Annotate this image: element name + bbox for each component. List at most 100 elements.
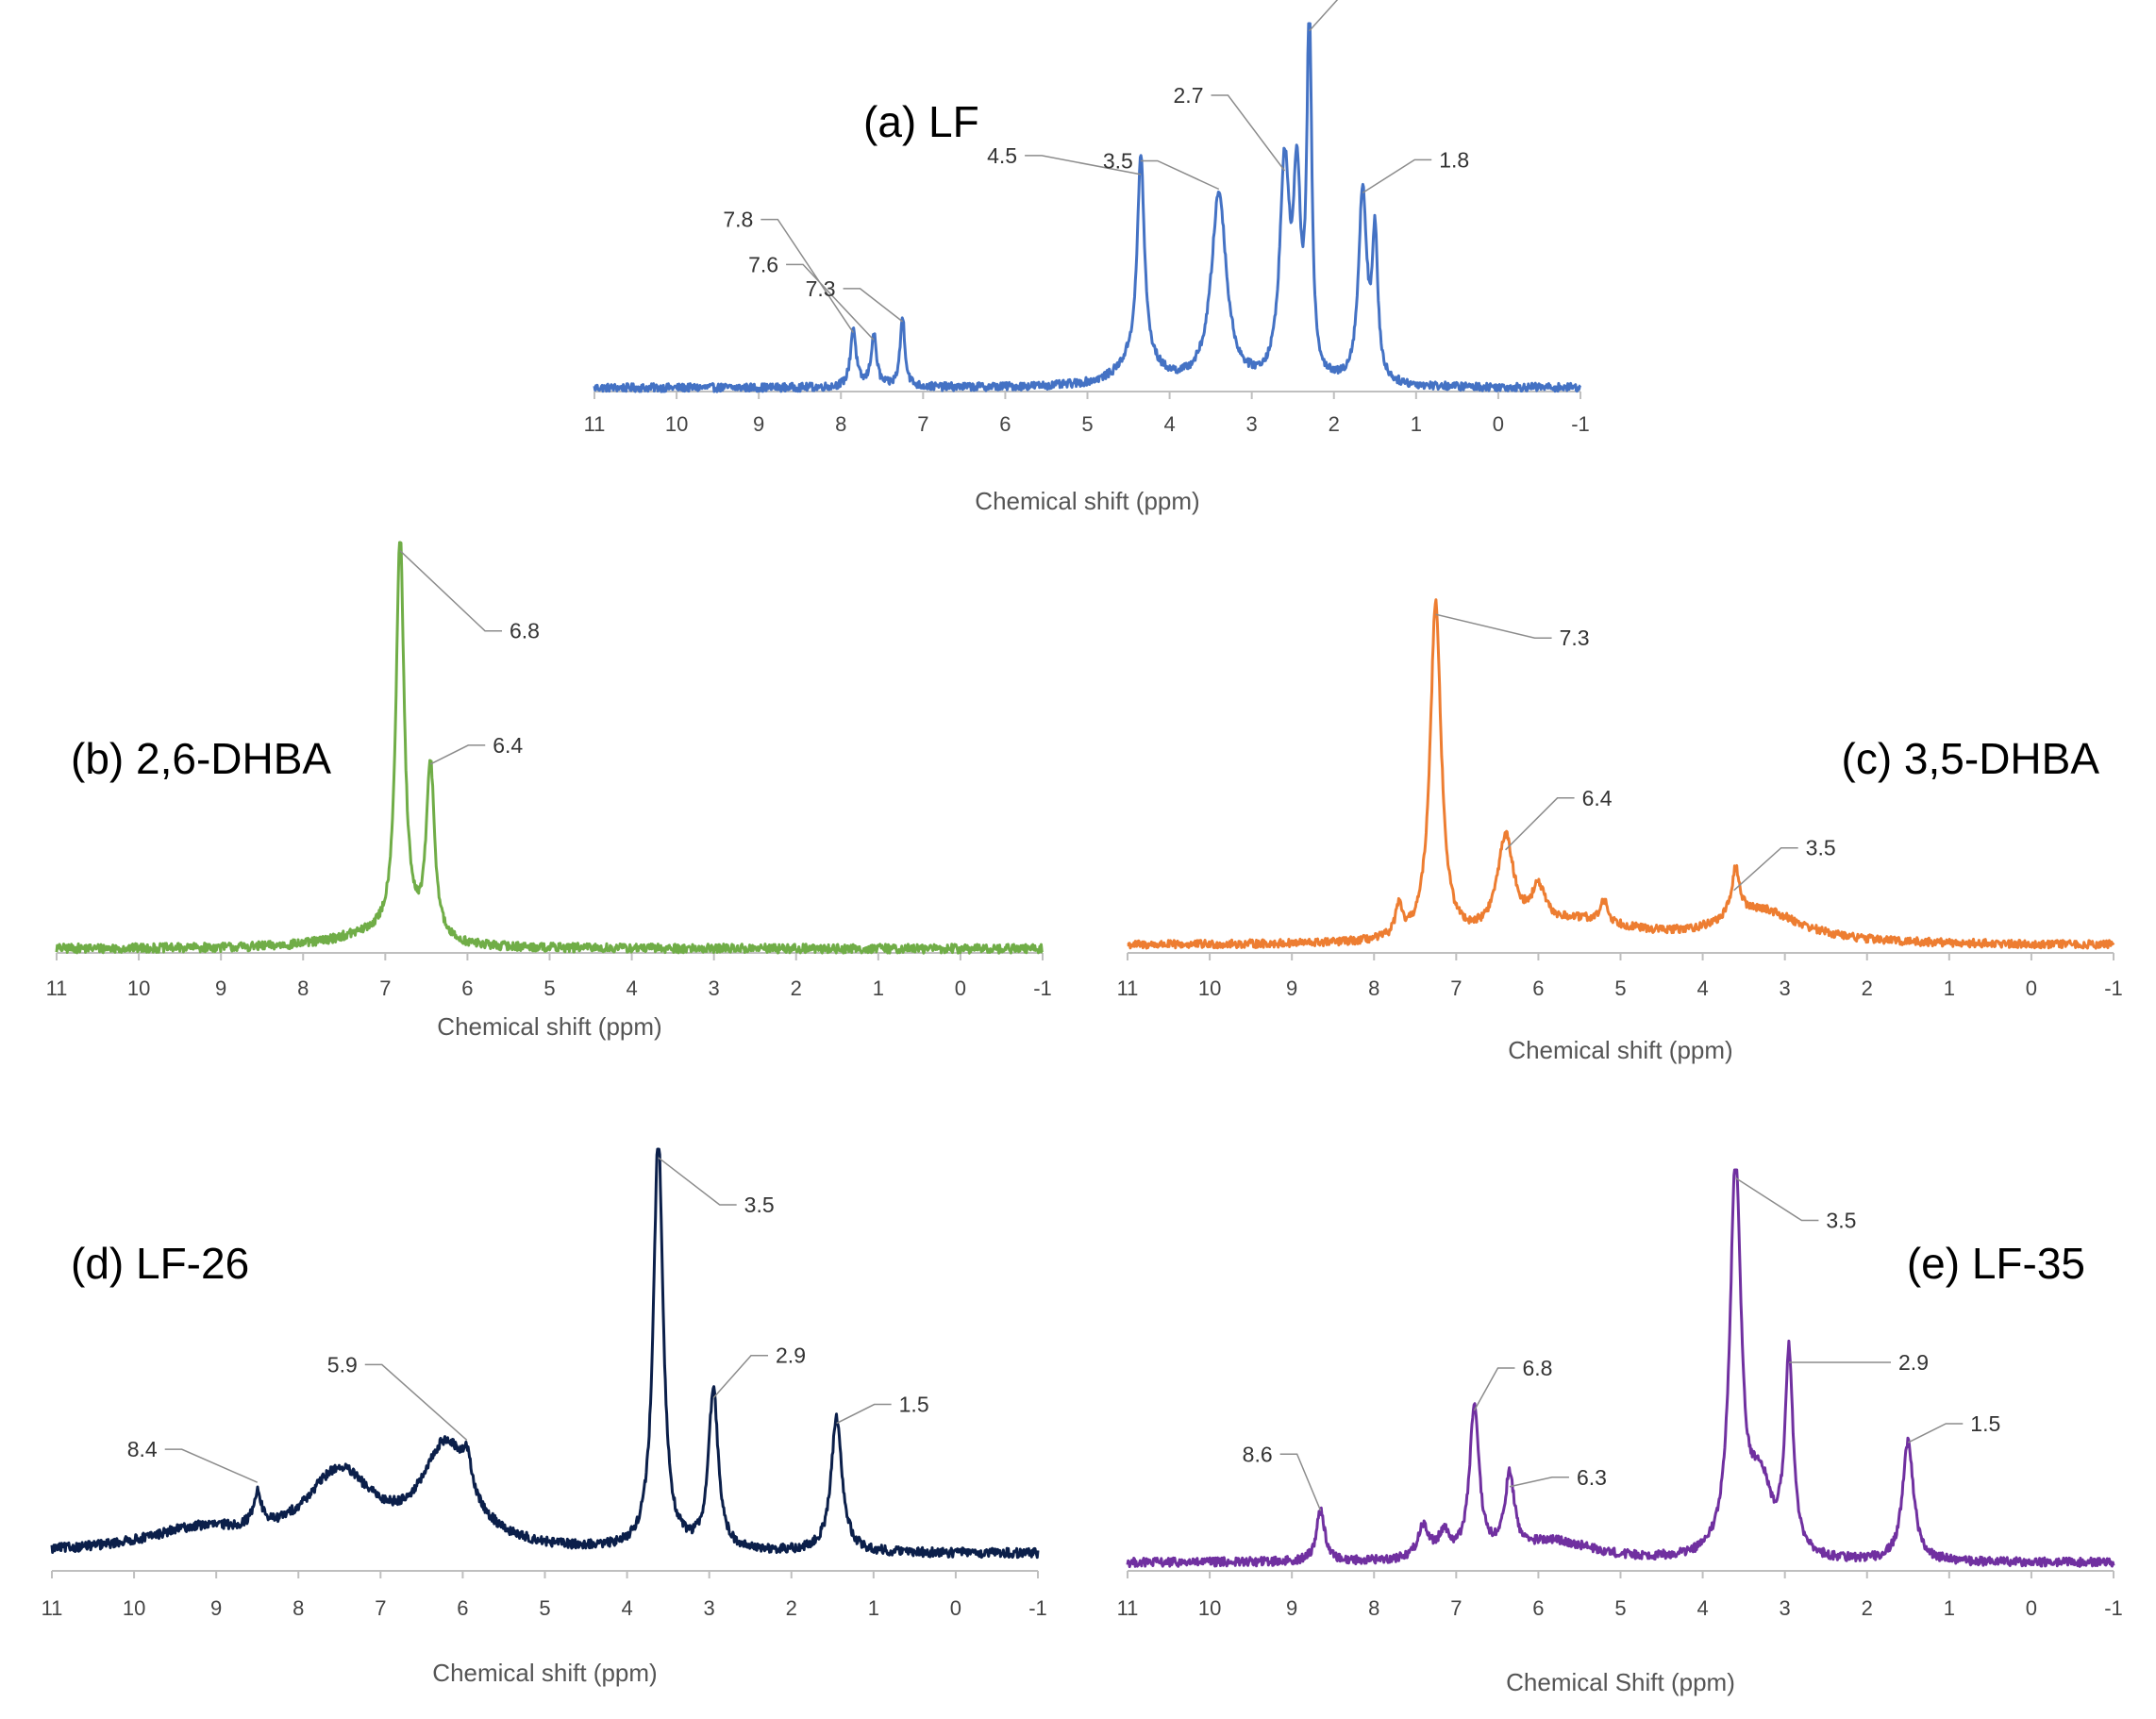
peak-annotation: 6.8 [1522,1356,1552,1380]
x-tick-label: 8 [835,412,846,436]
peak-annotation: 6.4 [493,733,523,758]
peak-annotation: 7.6 [748,252,778,276]
annotation-leader [1279,1453,1322,1511]
x-axis-label: Chemical Shift (ppm) [1506,1668,1735,1696]
x-tick-label: 4 [1696,1596,1708,1620]
x-tick-label: 4 [1163,412,1175,436]
peak-annotation: 8.4 [127,1437,158,1461]
peak-annotation: 8.6 [1243,1442,1273,1466]
x-tick-label: 7 [379,976,391,1000]
x-tick-label: 10 [665,412,688,436]
x-tick-label: 1 [1411,412,1422,436]
peak-annotation: 7.3 [1560,626,1590,650]
annotation-leader [786,263,875,341]
x-tick-label: -1 [1571,412,1590,436]
peak-annotation: 7.8 [723,208,753,232]
annotation-leader [1505,797,1575,851]
x-tick-label: 1 [873,976,884,1000]
x-tick-label: 11 [42,1596,63,1620]
annotation-leader [1473,1367,1515,1411]
x-tick-label: 6 [457,1596,468,1620]
annotation-leader [164,1448,259,1483]
annotation-leader [1309,0,1339,32]
x-tick-label: 10 [123,1596,145,1620]
panel-title: (a) LF [863,97,979,146]
peak-annotation: 1.5 [899,1393,929,1417]
x-tick-label: 0 [950,1596,961,1620]
x-tick-label: 9 [1286,976,1297,1000]
x-tick-label: 10 [1198,976,1221,1000]
x-tick-label: 5 [1614,976,1626,1000]
x-tick-label: 1 [1944,1596,1955,1620]
x-tick-label: 8 [1368,1596,1379,1620]
annotation-leader [1907,1423,1964,1444]
spectrum-line-e [1126,1168,2115,1569]
x-tick-label: -1 [2104,976,2123,1000]
peak-annotation: 6.8 [510,619,540,643]
peak-annotation: 6.4 [1582,786,1613,810]
annotation-leader [712,1354,769,1399]
x-tick-label: 4 [626,976,637,1000]
peak-annotation: 3.5 [744,1193,775,1217]
spectrum-line-c [1127,598,2115,950]
x-tick-label: 6 [1532,1596,1544,1620]
x-tick-label: 0 [955,976,966,1000]
x-tick-label: 11 [1117,1596,1139,1620]
x-tick-label: 11 [46,976,68,1000]
panel-title: (e) LF-35 [1907,1239,2085,1288]
x-tick-label: 11 [1117,976,1139,1000]
x-tick-label: 2 [791,976,802,1000]
annotation-leader [429,744,486,765]
annotation-leader [843,288,904,323]
annotation-leader [658,1157,737,1206]
annotation-leader [1140,159,1220,191]
annotation-leader [1362,159,1432,194]
spectrum-line-a [593,22,1582,393]
peak-annotation: 3.5 [1826,1209,1856,1233]
x-tick-label: 4 [621,1596,632,1620]
x-tick-label: 10 [1198,1596,1221,1620]
annotation-leader [1025,155,1142,175]
x-tick-label: 5 [1081,412,1093,436]
x-tick-label: 3 [709,976,720,1000]
x-tick-label: 2 [1862,976,1873,1000]
x-tick-label: 2 [786,1596,797,1620]
x-tick-label: 6 [1532,976,1544,1000]
peak-annotation: 2.9 [776,1343,806,1368]
x-tick-label: 3 [1780,976,1791,1000]
x-tick-label: 5 [543,976,555,1000]
x-tick-label: 3 [1246,412,1258,436]
spectrum-line-b [55,541,1044,955]
x-tick-label: 9 [1286,1596,1297,1620]
x-tick-label: -1 [1028,1596,1047,1620]
peak-annotation: 2.9 [1898,1350,1929,1375]
x-tick-label: 0 [2026,1596,2037,1620]
peak-annotation: 1.5 [1970,1411,2000,1436]
x-tick-label: -1 [1033,976,1052,1000]
annotation-leader [1735,1177,1819,1222]
x-tick-label: -1 [2104,1596,2123,1620]
x-tick-label: 0 [2026,976,2037,1000]
x-tick-label: 3 [704,1596,715,1620]
annotation-leader [364,1363,468,1441]
panel-title: (c) 3,5-DHBA [1842,734,2100,783]
x-axis-label: Chemical shift (ppm) [437,1012,661,1041]
panel-title: (d) LF-26 [71,1239,249,1288]
x-tick-label: 9 [215,976,226,1000]
annotation-leader [1509,1477,1569,1488]
annotation-leader [836,1403,892,1425]
x-tick-label: 1 [1944,976,1955,1000]
annotation-leader [399,550,503,632]
x-axis-label: Chemical shift (ppm) [1508,1036,1732,1064]
x-axis-label: Chemical shift (ppm) [432,1659,657,1687]
x-tick-label: 5 [539,1596,550,1620]
peak-annotation: 5.9 [327,1352,358,1377]
x-tick-label: 2 [1862,1596,1873,1620]
